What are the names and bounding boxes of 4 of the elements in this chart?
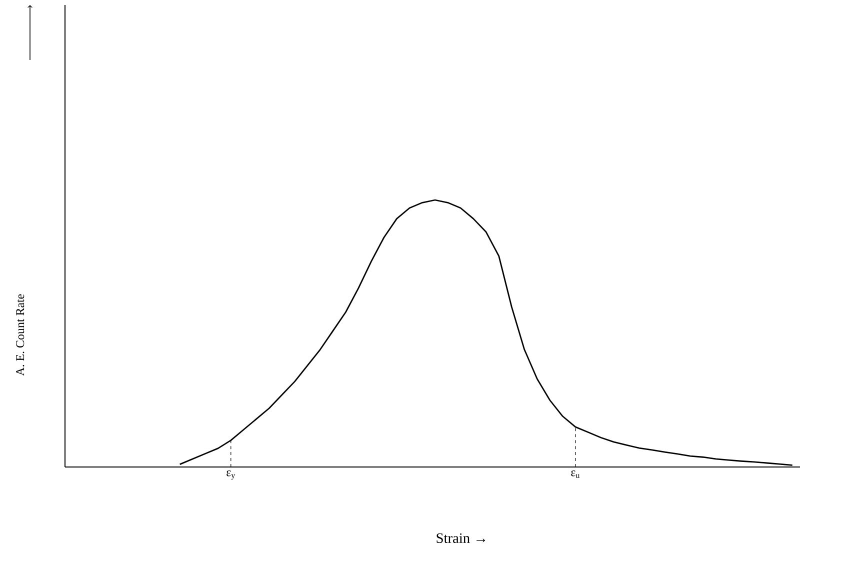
x-axis-title: Strain → (436, 533, 486, 543)
x-tick-label: ε$_{y}$ (226, 470, 236, 480)
x-tick-label: ε$_{u}$ (571, 470, 580, 478)
y-axis-title: A. E. Count Rate (16, 294, 24, 376)
